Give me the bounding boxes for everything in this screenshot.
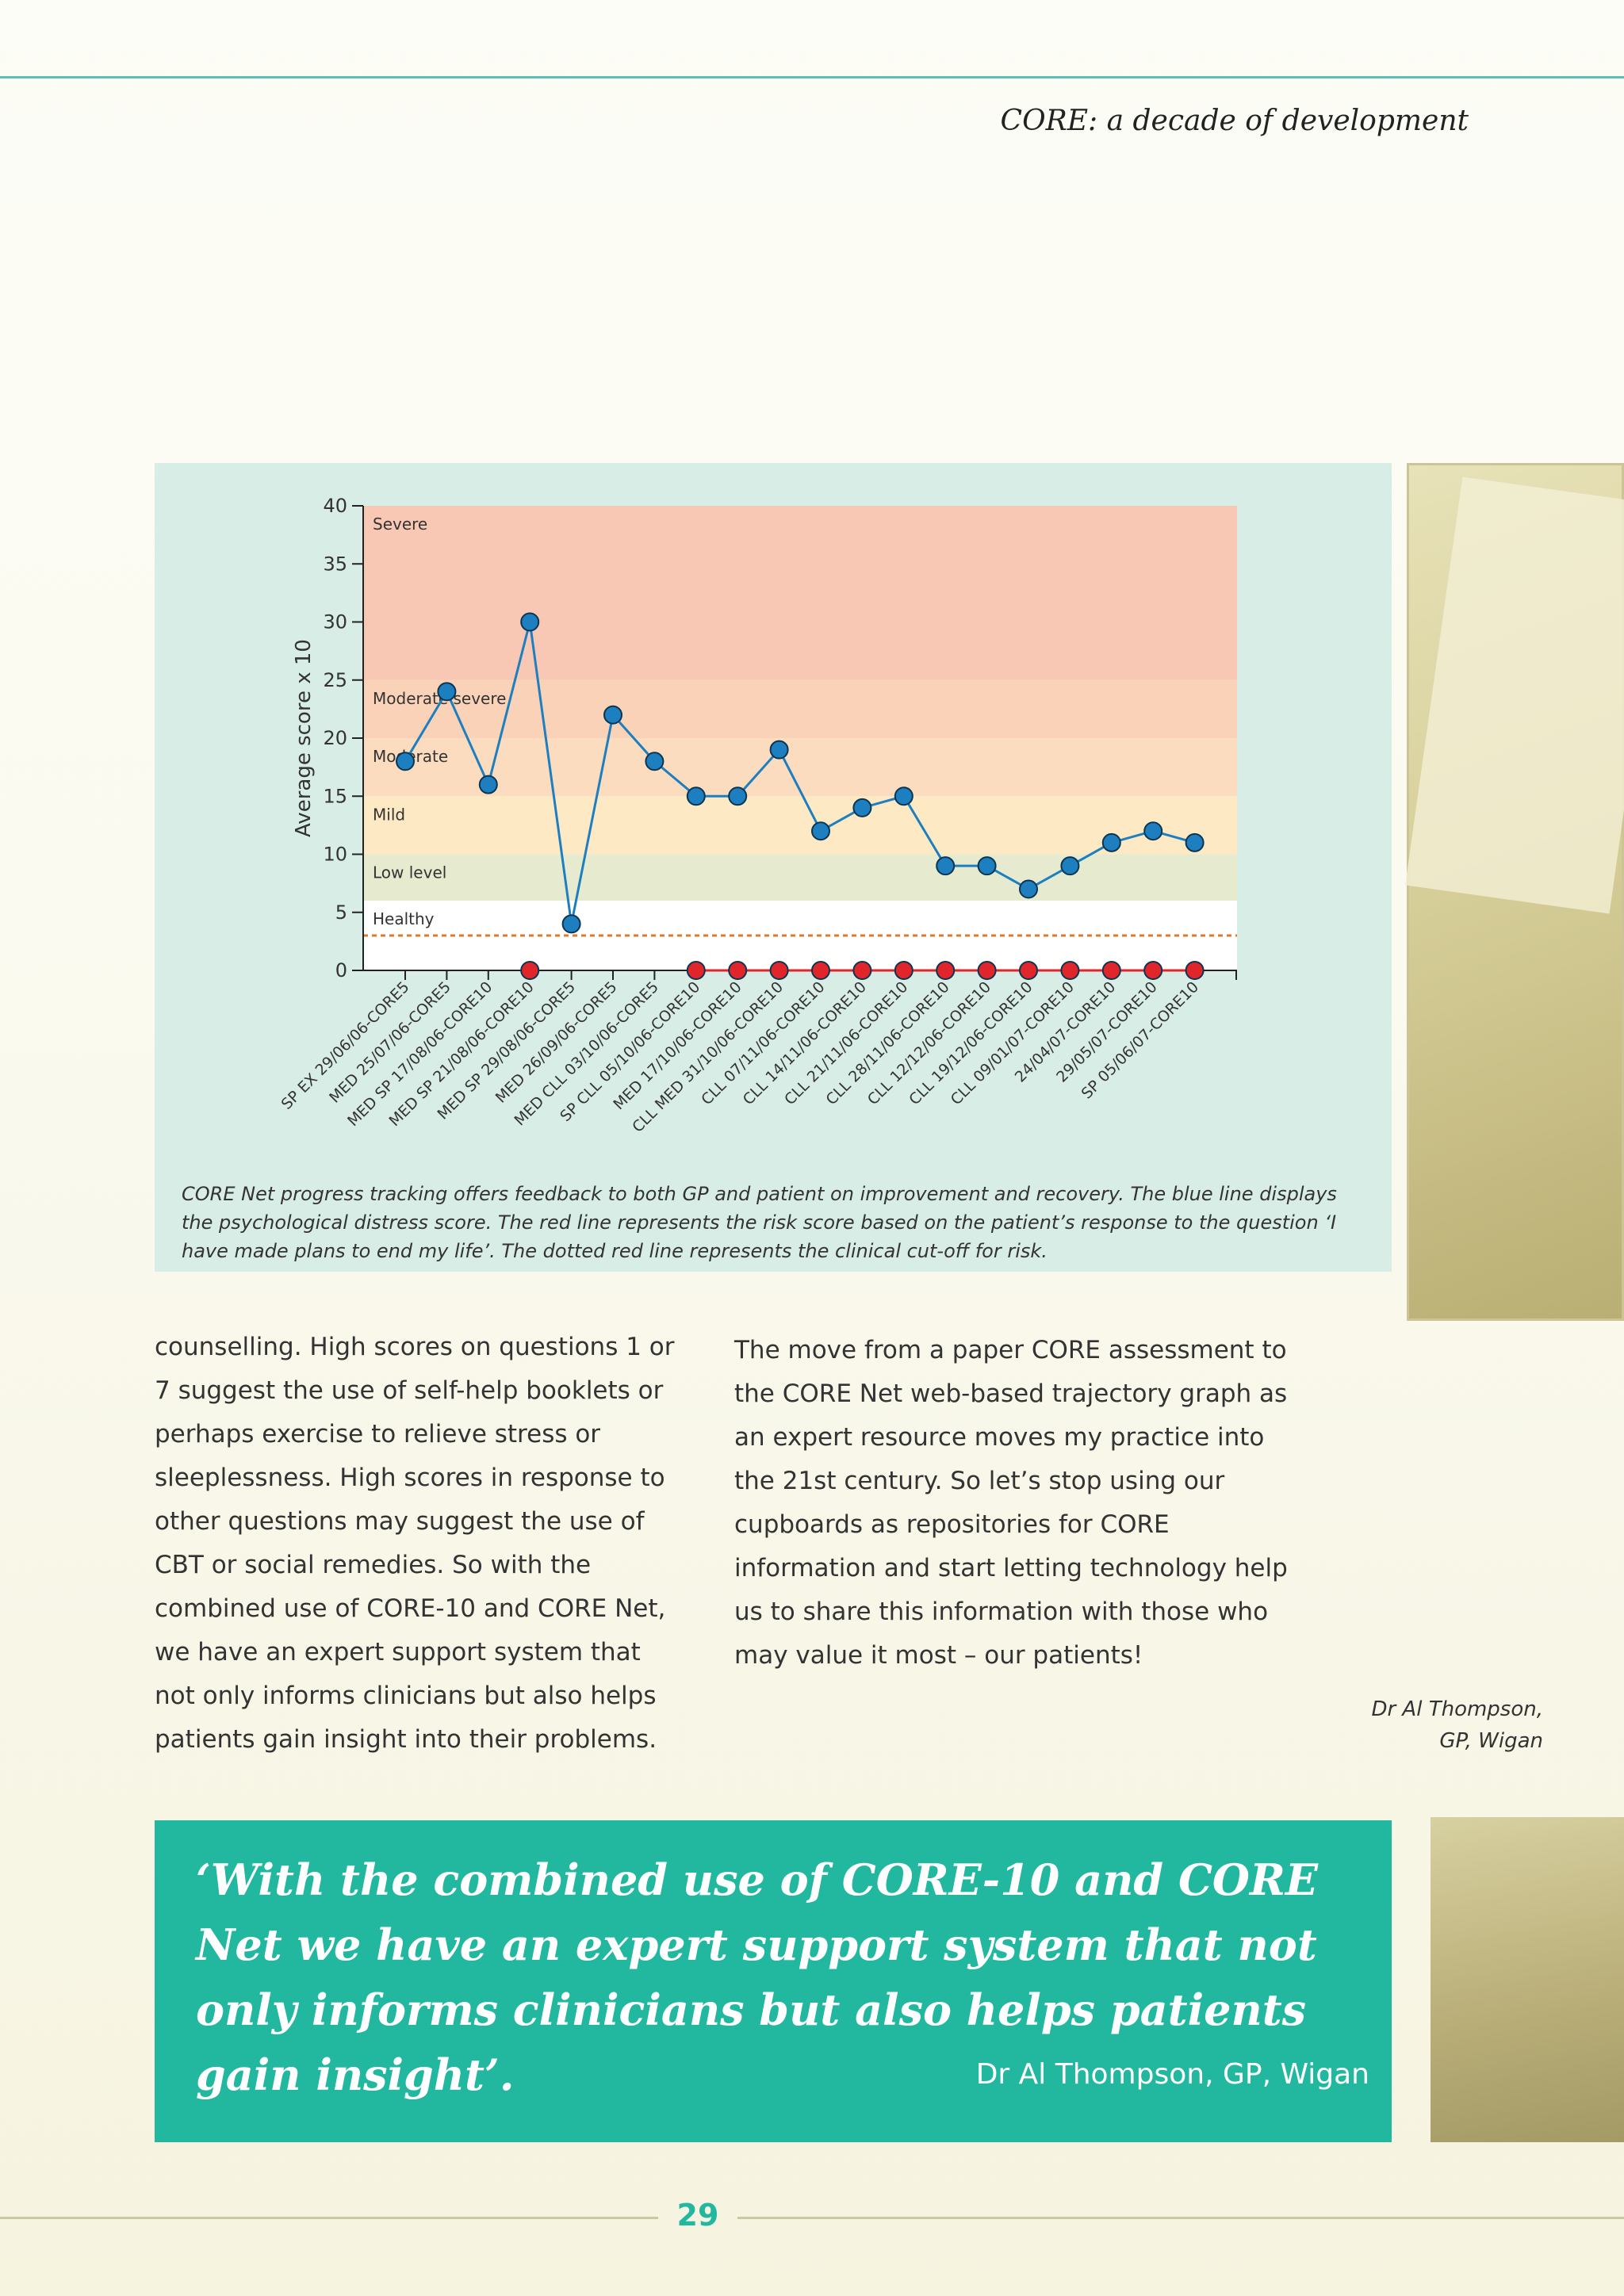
risk-point xyxy=(852,961,872,980)
top-rule xyxy=(0,76,1624,78)
core-form-photo xyxy=(1405,463,1624,1321)
y-tick-label: 20 xyxy=(323,727,347,749)
risk-point xyxy=(686,961,706,980)
distress-point xyxy=(1143,821,1163,841)
band-4 xyxy=(363,854,1237,901)
chart-caption: CORE Net progress tracking offers feedba… xyxy=(182,1183,1337,1262)
distress-point xyxy=(977,856,997,876)
band-0 xyxy=(363,506,1237,680)
y-tick-label: 40 xyxy=(323,495,347,517)
pull-quote-text: ‘With the combined use of CORE-10 and CO… xyxy=(196,1854,1318,2100)
page-number: 29 xyxy=(676,2198,719,2233)
hand-photo xyxy=(1431,1817,1624,2142)
distress-point xyxy=(811,821,830,841)
band-2 xyxy=(363,738,1237,797)
risk-point xyxy=(1185,961,1205,980)
risk-point xyxy=(1143,961,1163,980)
y-tick-label: 35 xyxy=(323,553,347,575)
distress-point xyxy=(769,740,789,760)
risk-point xyxy=(1060,961,1080,980)
body-left-column: counselling. High scores on questions 1 … xyxy=(155,1326,678,1762)
risk-point xyxy=(1101,961,1121,980)
distress-point xyxy=(478,775,498,794)
distress-point xyxy=(1019,879,1038,899)
distress-point xyxy=(936,856,956,876)
y-tick-label: 5 xyxy=(335,901,347,924)
distress-point xyxy=(1185,832,1205,852)
distress-point xyxy=(437,682,457,702)
risk-point xyxy=(728,961,748,980)
distress-point xyxy=(1101,832,1121,852)
body-left-text: counselling. High scores on questions 1 … xyxy=(155,1333,675,1754)
band-3 xyxy=(363,796,1237,855)
y-tick-label: 15 xyxy=(323,785,347,807)
band-label: Mild xyxy=(373,805,405,824)
core-form-card xyxy=(1405,476,1624,914)
risk-point xyxy=(894,961,914,980)
y-tick-label: 25 xyxy=(323,669,347,691)
signature-role: GP, Wigan xyxy=(1439,1729,1543,1753)
pull-quote-box: ‘With the combined use of CORE-10 and CO… xyxy=(155,1820,1392,2142)
distress-point xyxy=(1060,856,1080,876)
risk-point xyxy=(1019,961,1038,980)
signature: Dr Al Thompson, GP, Wigan xyxy=(1371,1693,1543,1757)
risk-point xyxy=(977,961,997,980)
risk-point xyxy=(936,961,956,980)
risk-point xyxy=(811,961,830,980)
distress-point xyxy=(894,786,914,806)
distress-point xyxy=(852,798,872,817)
distress-point xyxy=(728,786,748,806)
y-tick-label: 10 xyxy=(323,844,347,866)
y-tick-label: 30 xyxy=(323,611,347,633)
distress-point xyxy=(645,752,665,771)
risk-point xyxy=(520,961,540,980)
y-axis-label: Average score x 10 xyxy=(292,639,316,837)
band-label: Severe xyxy=(373,515,427,534)
signature-name: Dr Al Thompson, xyxy=(1371,1697,1543,1721)
footer-rule-left xyxy=(0,2217,658,2219)
x-tick-label: CLL MED 31/10/06-CORE10 xyxy=(629,978,787,1136)
distress-point xyxy=(686,786,706,806)
body-right-text: The move from a paper CORE assessment to… xyxy=(734,1336,1288,1670)
band-label: Healthy xyxy=(373,909,435,928)
distress-point xyxy=(603,705,622,725)
distress-point xyxy=(561,914,581,934)
footer-rule-right xyxy=(737,2217,1624,2219)
risk-point xyxy=(769,961,789,980)
pull-quote-attribution: Dr Al Thompson, GP, Wigan xyxy=(975,2058,1369,2091)
y-tick-label: 0 xyxy=(335,959,347,982)
body-right-column: The move from a paper CORE assessment to… xyxy=(734,1329,1305,1678)
distress-point xyxy=(396,752,415,771)
running-title: CORE: a decade of development xyxy=(1000,105,1469,137)
band-label: Low level xyxy=(373,863,446,882)
distress-point xyxy=(520,612,540,632)
